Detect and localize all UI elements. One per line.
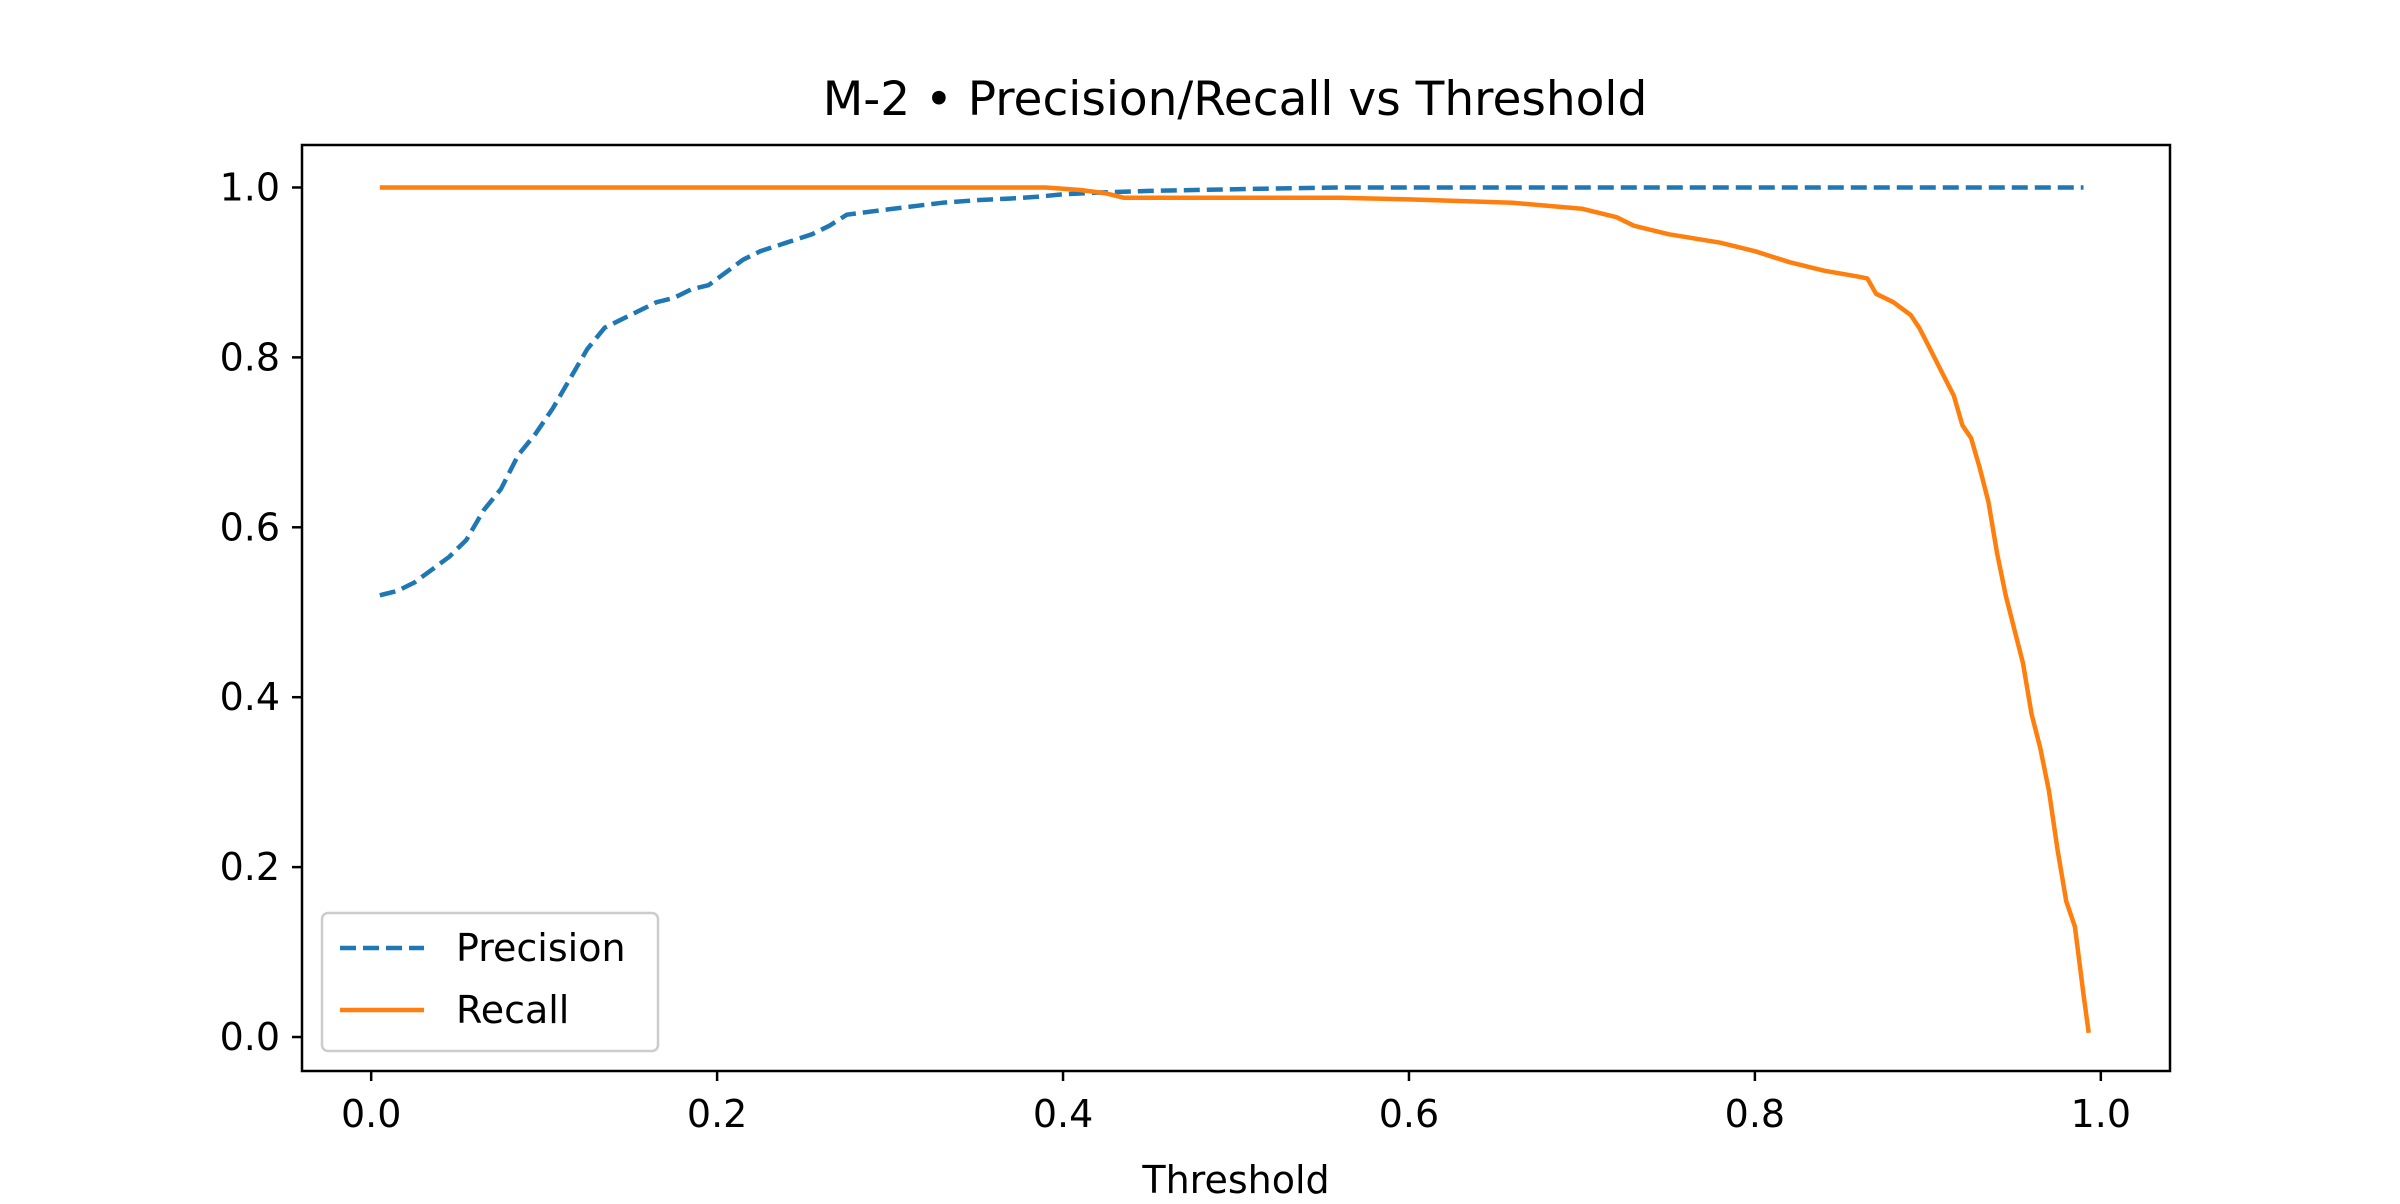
y-tick-label: 0.0	[220, 1015, 280, 1059]
plot-area	[379, 185, 2091, 1034]
x-tick-label: 0.2	[687, 1092, 747, 1136]
plot-frame	[300, 143, 2172, 1073]
x-tick-label: 1.0	[2071, 1092, 2131, 1136]
x-tick-label: 0.4	[1033, 1092, 1093, 1136]
y-tick-label: 0.8	[220, 335, 280, 379]
legend-box	[320, 911, 660, 1053]
y-tick-label: 0.6	[220, 505, 280, 549]
legend-label-precision: Precision	[456, 926, 626, 970]
y-tick-label: 0.2	[220, 845, 280, 889]
series-line-precision	[379, 185, 2084, 598]
legend-label-recall: Recall	[456, 988, 569, 1032]
legend: Precision Recall	[320, 911, 660, 1053]
x-tick-label: 0.6	[1379, 1092, 1439, 1136]
axes: 0.0 0.2 0.4 0.6 0.8 1.0 0.0 0.2 0.4 0.6 0.8 1.0	[220, 165, 2131, 1136]
x-tick-label: 0.8	[1725, 1092, 1785, 1136]
x-axis-label: Threshold	[1141, 1158, 1329, 1200]
y-tick-label: 0.4	[220, 675, 280, 719]
y-tick-label: 1.0	[220, 165, 280, 209]
x-tick-label: 0.0	[341, 1092, 401, 1136]
series-line-recall	[379, 185, 2091, 1034]
chart-title: M-2 • Precision/Recall vs Threshold	[823, 72, 1648, 127]
